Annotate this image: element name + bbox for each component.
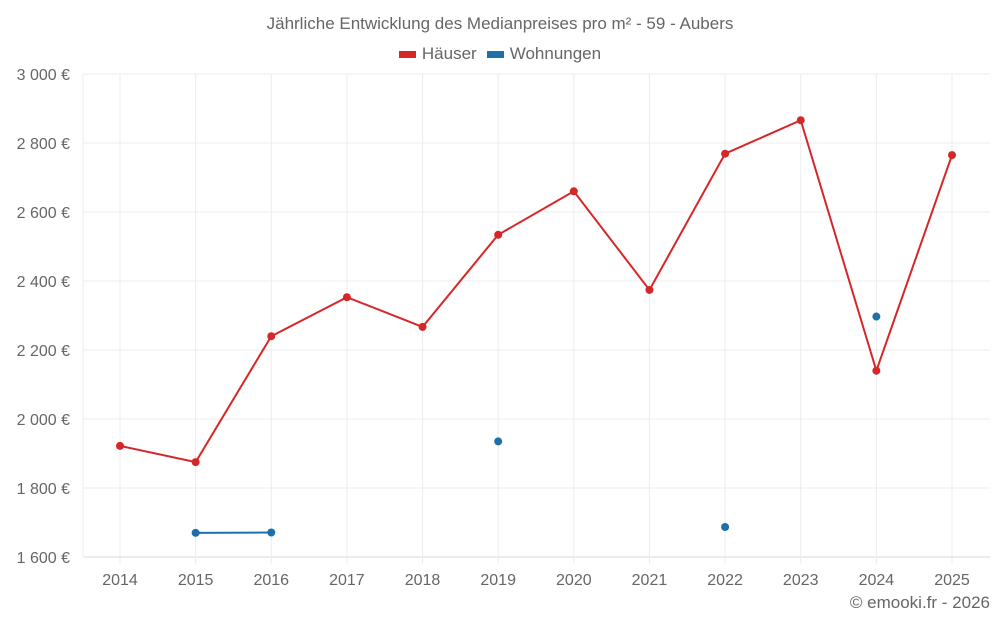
data-point[interactable] [267,332,276,341]
data-point[interactable] [191,528,200,537]
y-tick-label: 3 000 € [17,67,70,84]
y-tick-label: 2 400 € [17,274,70,291]
legend-item-wohnungen[interactable]: Wohnungen [486,44,602,64]
data-point[interactable] [872,312,881,321]
y-axis: 1 600 € 1 800 € 2 000 € 2 200 € 2 400 € 2 600… [17,67,70,567]
data-point[interactable] [721,522,730,531]
series-layer [116,116,956,537]
series-wohnungen [191,312,881,537]
series-haeuser [116,116,956,467]
x-tick-label: 2024 [859,572,895,589]
x-tick-label: 2014 [102,572,138,589]
series-line [119,118,953,464]
data-point[interactable] [569,187,578,196]
y-tick-label: 1 800 € [17,481,70,498]
data-point[interactable] [494,437,503,446]
chart-title: Jährliche Entwicklung des Medianpreises … [266,14,734,33]
x-tick-label: 2018 [405,572,441,589]
data-point[interactable] [494,230,503,239]
data-point[interactable] [721,149,730,158]
legend-swatch-wohnungen [486,50,504,58]
x-tick-label: 2017 [329,572,365,589]
legend: Häuser Wohnungen [0,44,1000,64]
x-tick-label: 2021 [632,572,668,589]
grid-lines [82,73,990,564]
data-point[interactable] [872,366,881,375]
legend-swatch-haeuser [398,50,416,58]
data-point[interactable] [796,116,805,125]
data-point[interactable] [948,151,956,160]
legend-label-haeuser: Häuser [421,44,477,63]
x-tick-label: 2016 [253,572,289,589]
x-tick-label: 2025 [934,572,970,589]
y-tick-label: 1 600 € [17,550,70,567]
data-point[interactable] [418,322,427,331]
x-axis: 2014 2015 2016 2017 2018 2019 2020 2021 2022 2023… [102,572,970,589]
legend-item-haeuser[interactable]: Häuser [398,44,477,64]
data-point[interactable] [116,441,124,450]
x-tick-label: 2020 [556,572,592,589]
x-tick-label: 2022 [707,572,743,589]
y-tick-label: 2 800 € [17,136,70,153]
y-tick-label: 2 000 € [17,412,70,429]
x-tick-label: 2019 [480,572,516,589]
x-tick-label: 2023 [783,572,819,589]
data-point[interactable] [191,458,200,467]
data-point[interactable] [267,528,276,537]
data-point[interactable] [342,293,351,302]
credit-text: © emooki.fr - 2026 [849,593,990,612]
y-tick-label: 2 200 € [17,343,70,360]
data-point[interactable] [645,285,654,294]
legend-label-wohnungen: Wohnungen [509,44,602,63]
x-tick-label: 2015 [178,572,214,589]
y-tick-label: 2 600 € [17,205,70,222]
